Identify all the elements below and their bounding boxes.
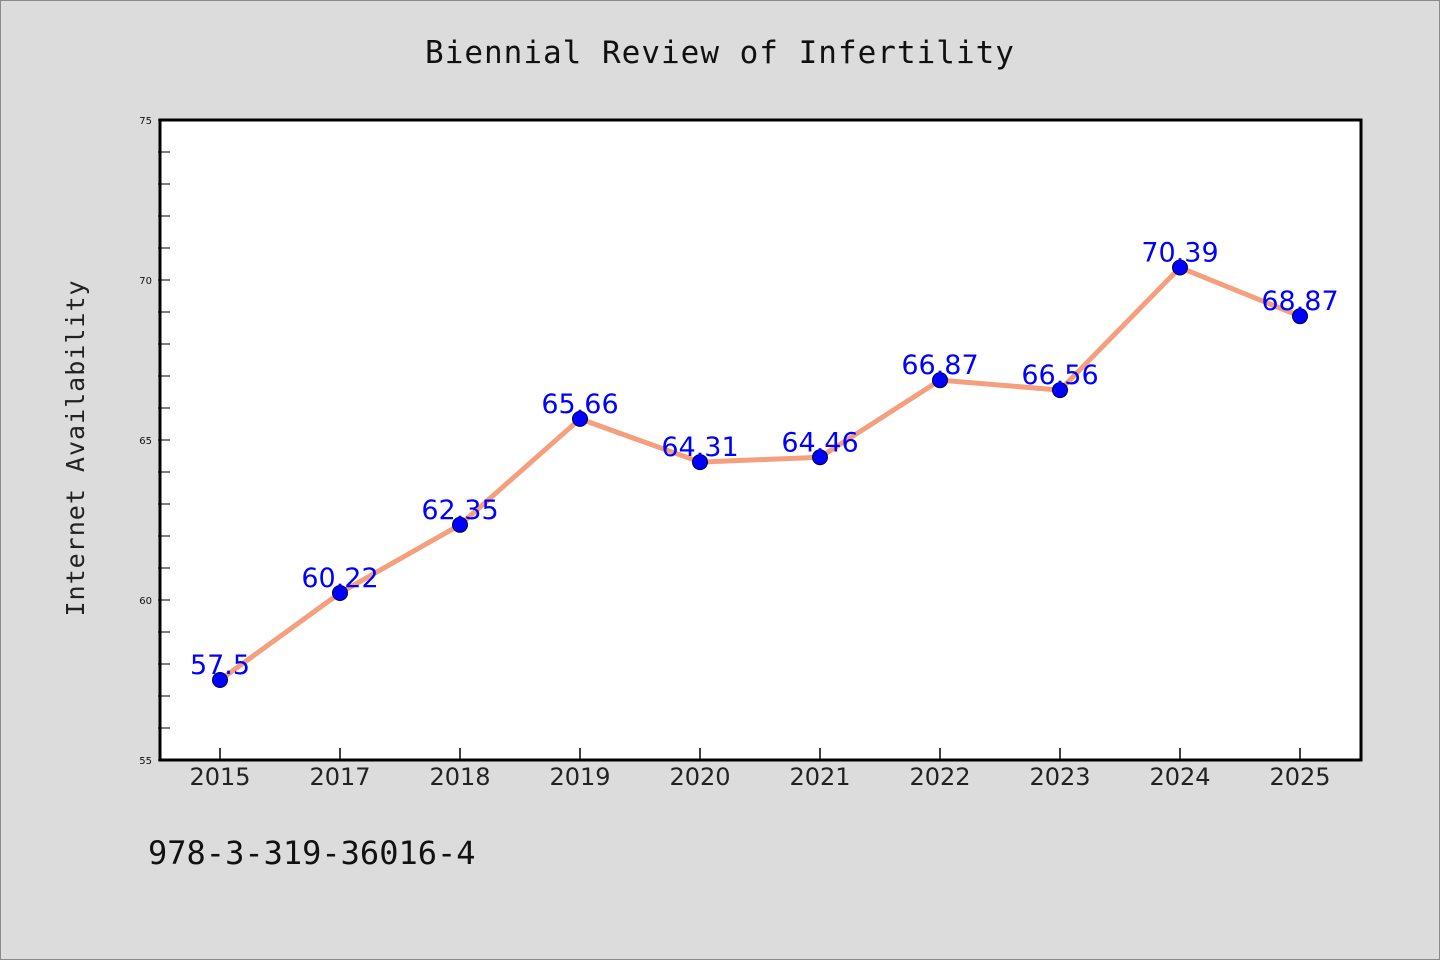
data-label: 64.31	[661, 432, 738, 463]
y-tick-labels: 55 60 65 70 75	[139, 116, 152, 767]
data-markers	[212, 259, 1308, 688]
x-tick-label: 2015	[189, 763, 250, 791]
x-tick-label: 2025	[1269, 763, 1330, 791]
x-tick-label: 2023	[1029, 763, 1090, 791]
y-tick-label: 55	[139, 756, 152, 767]
y-tick-label: 65	[139, 436, 152, 447]
data-label: 57.5	[190, 650, 250, 681]
data-label: 60.22	[301, 563, 378, 594]
plot-border	[158, 118, 1363, 762]
x-tick-label: 2018	[429, 763, 490, 791]
chart-title: Biennial Review of Infertility	[425, 35, 1015, 71]
data-point	[212, 672, 228, 688]
x-tick-labels: 2015 2017 2018 2019 2020 2021 2022 2023 2024 2025	[189, 763, 1330, 791]
plot-area	[160, 120, 1361, 760]
x-tick-label: 2019	[549, 763, 610, 791]
data-labels: 57.5 60.22 62.35 65.66 64.31 64.46 66.87 66.56 7…	[190, 238, 1339, 681]
data-point	[452, 516, 468, 533]
data-point	[812, 449, 828, 466]
data-point	[932, 372, 948, 389]
data-point	[1172, 259, 1188, 276]
data-label: 68.87	[1261, 286, 1338, 317]
x-tick-label: 2022	[909, 763, 970, 791]
x-tick-label: 2020	[669, 763, 730, 791]
data-label: 66.56	[1021, 360, 1098, 391]
y-tick-label: 60	[139, 596, 152, 607]
series-line	[217, 265, 1303, 683]
y-axis-label: Internet Availability	[61, 279, 90, 616]
data-point	[692, 454, 708, 471]
data-label: 62.35	[421, 495, 498, 526]
data-label: 70.39	[1141, 238, 1218, 269]
x-ticks	[219, 748, 1301, 760]
data-point	[1292, 308, 1308, 325]
data-point	[1052, 382, 1068, 399]
data-point	[572, 410, 588, 427]
x-tick-label: 2017	[309, 763, 370, 791]
x-tick-label: 2024	[1149, 763, 1210, 791]
data-label: 66.87	[901, 350, 978, 381]
data-label: 64.46	[781, 427, 858, 458]
y-tick-label: 75	[139, 116, 152, 127]
x-tick-label: 2021	[789, 763, 850, 791]
isbn-footer: 978-3-319-36016-4	[148, 834, 476, 872]
y-tick-label: 70	[139, 276, 152, 287]
data-point	[332, 584, 348, 601]
data-label: 65.66	[541, 389, 618, 420]
